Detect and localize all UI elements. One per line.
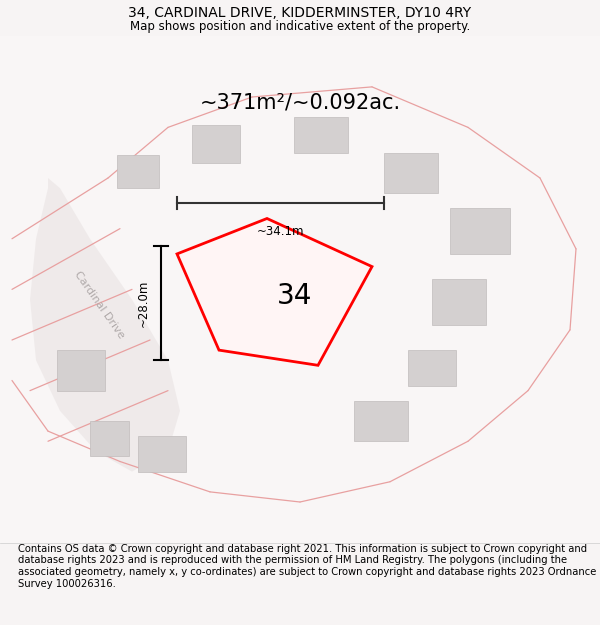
Polygon shape: [177, 219, 372, 365]
Polygon shape: [138, 436, 186, 472]
Text: ~28.0m: ~28.0m: [136, 279, 149, 327]
Text: Cardinal Drive: Cardinal Drive: [72, 269, 126, 340]
Text: 34: 34: [277, 282, 312, 310]
Polygon shape: [432, 279, 486, 325]
Polygon shape: [30, 178, 180, 472]
Text: Map shows position and indicative extent of the property.: Map shows position and indicative extent…: [130, 20, 470, 33]
Polygon shape: [90, 421, 129, 456]
Text: ~371m²/~0.092ac.: ~371m²/~0.092ac.: [199, 92, 401, 112]
Text: 34, CARDINAL DRIVE, KIDDERMINSTER, DY10 4RY: 34, CARDINAL DRIVE, KIDDERMINSTER, DY10 …: [128, 6, 472, 20]
Polygon shape: [117, 155, 159, 188]
Polygon shape: [192, 125, 240, 162]
Polygon shape: [408, 350, 456, 386]
Text: ~34.1m: ~34.1m: [257, 224, 304, 238]
Polygon shape: [294, 118, 348, 152]
Polygon shape: [354, 401, 408, 441]
Polygon shape: [384, 152, 438, 193]
Text: Contains OS data © Crown copyright and database right 2021. This information is : Contains OS data © Crown copyright and d…: [18, 544, 596, 589]
Polygon shape: [57, 350, 105, 391]
Polygon shape: [450, 208, 510, 254]
